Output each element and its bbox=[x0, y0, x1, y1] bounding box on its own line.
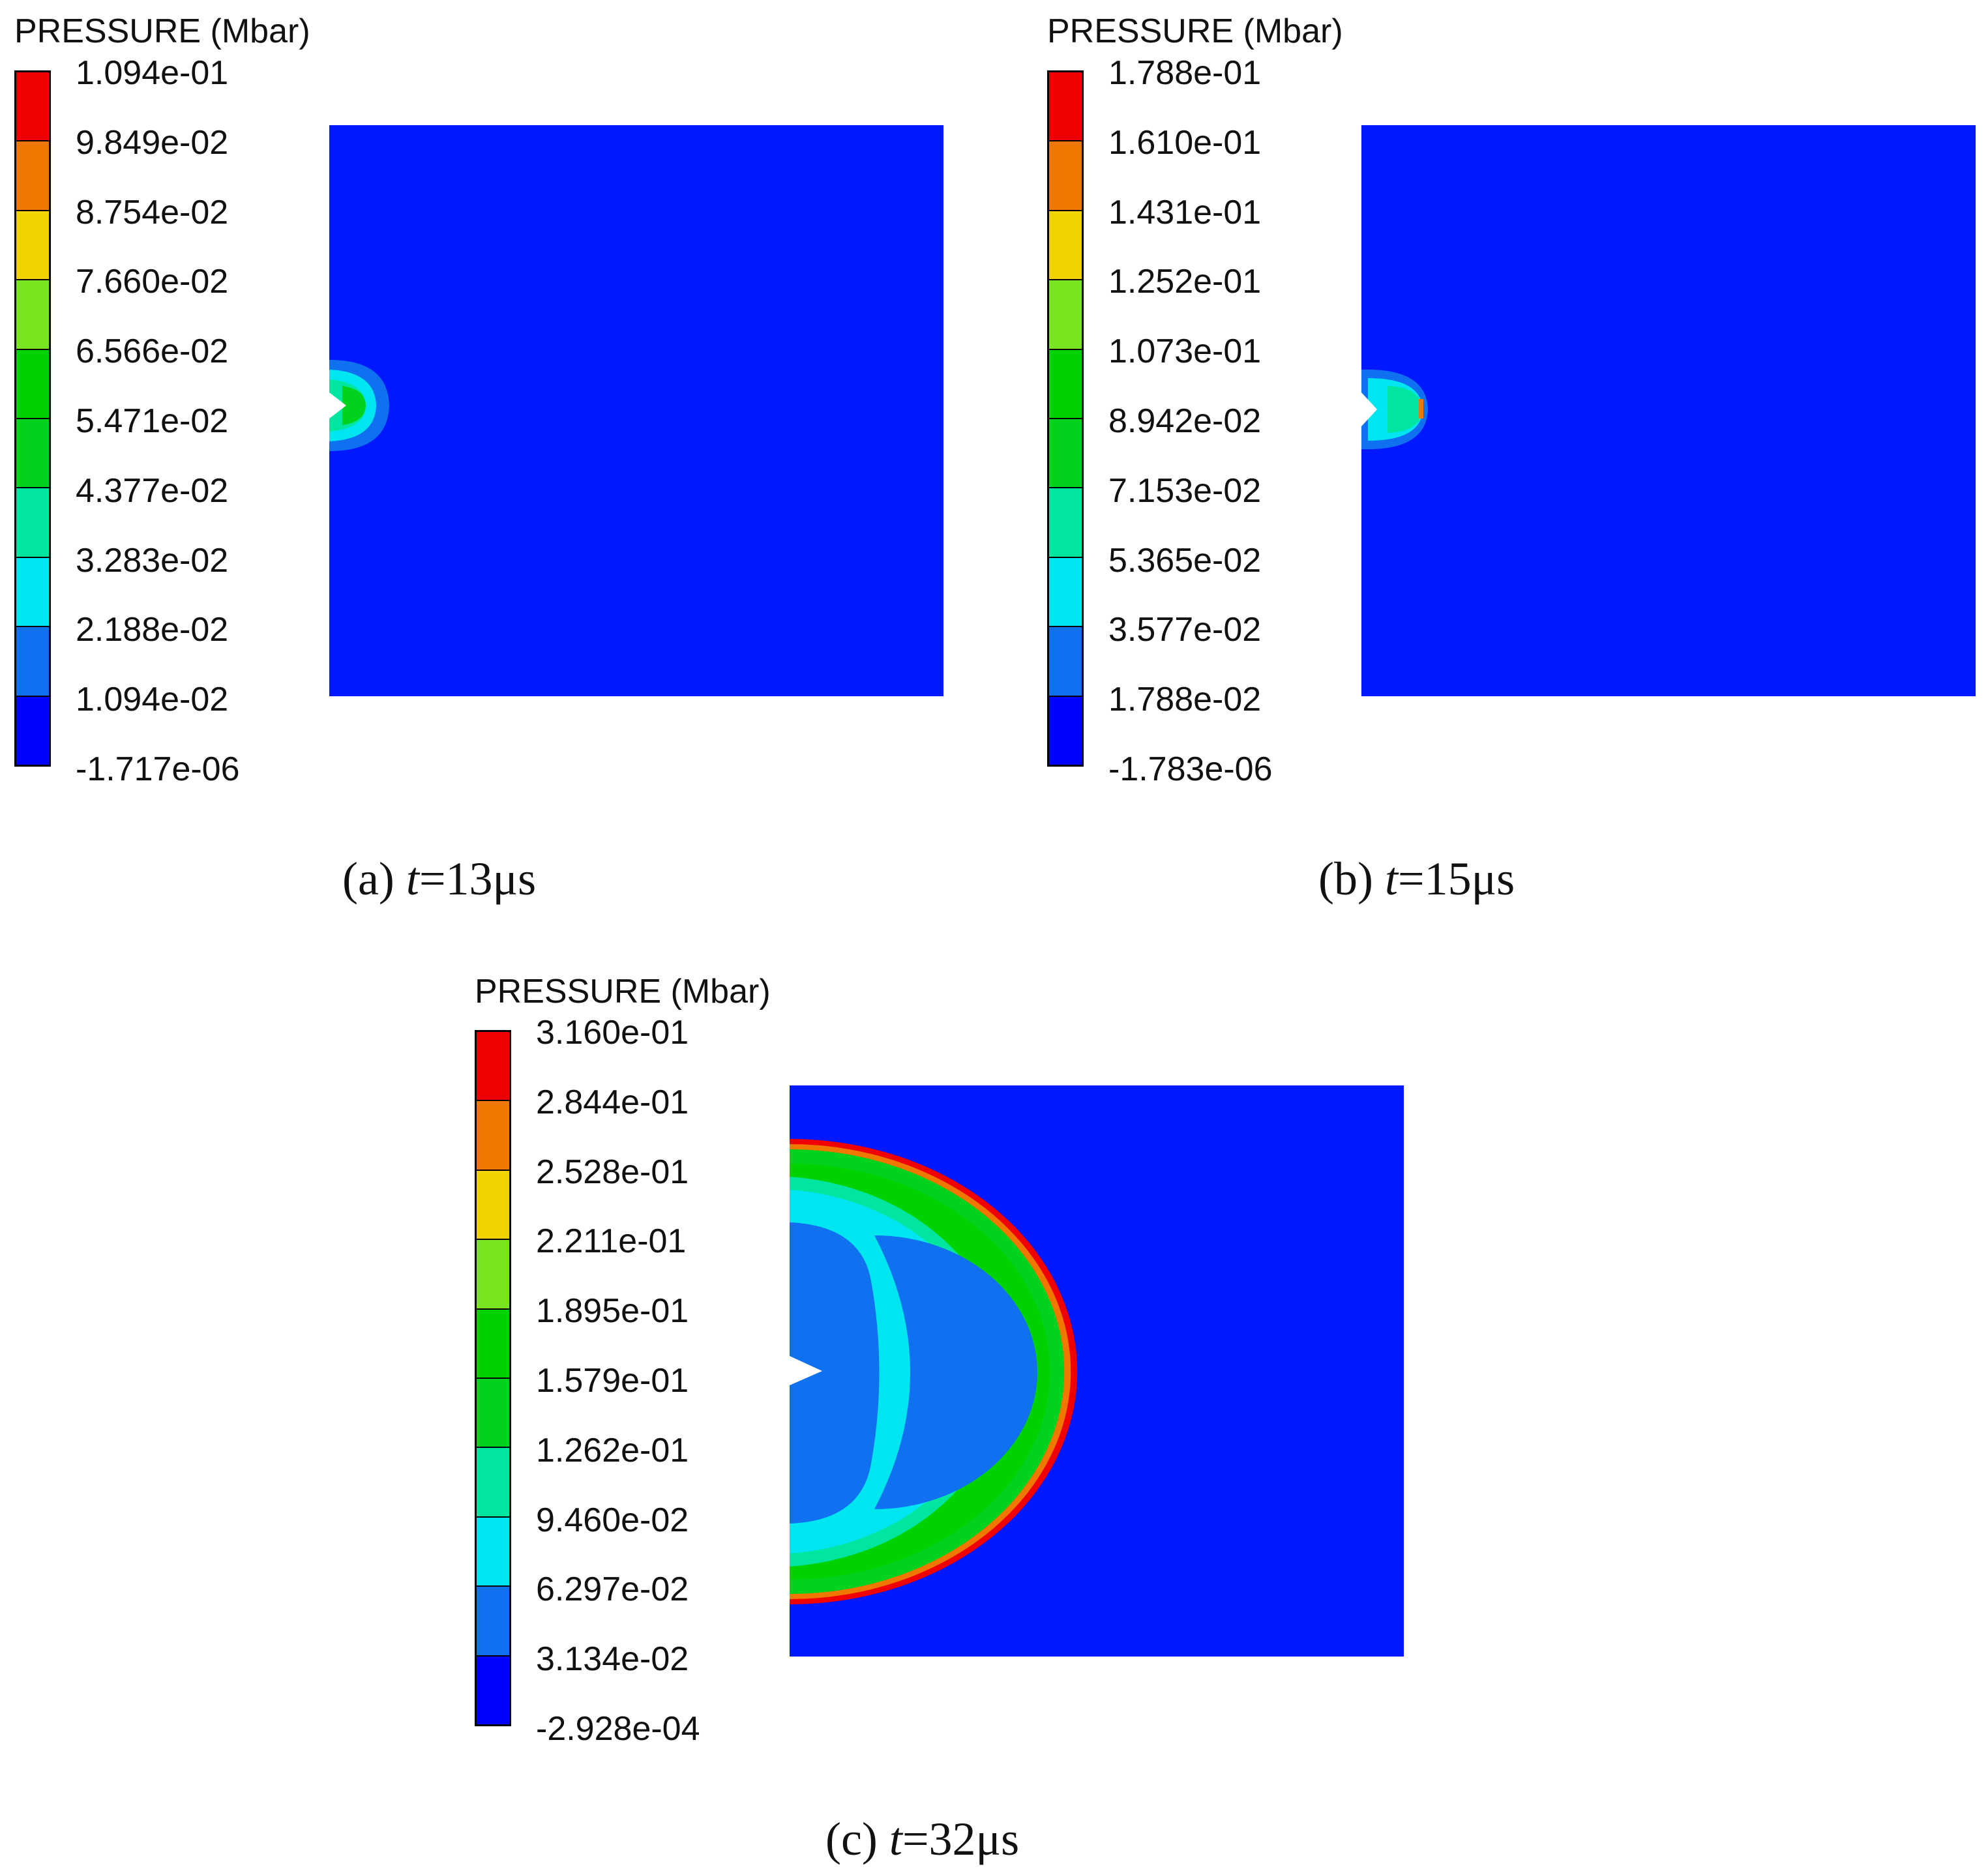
pressure-field-plot bbox=[1361, 125, 1976, 696]
colorbar-band bbox=[1049, 488, 1082, 558]
colorbar-band bbox=[16, 627, 49, 697]
colorbar bbox=[475, 1030, 511, 1726]
colorbar-band bbox=[477, 1448, 509, 1518]
colorbar-band bbox=[1049, 419, 1082, 489]
colorbar-band bbox=[16, 419, 49, 489]
colorbar-tick-label: 1.788e-02 bbox=[1108, 681, 1262, 719]
colorbar-tick-label: 5.471e-02 bbox=[76, 402, 229, 440]
pressure-field-plot bbox=[329, 125, 943, 696]
colorbar-band bbox=[1049, 696, 1082, 765]
pressure-field-plot bbox=[790, 1085, 1404, 1657]
colorbar-tick-label: -1.717e-06 bbox=[76, 750, 240, 788]
colorbar-band bbox=[1049, 627, 1082, 697]
caption-prefix: (c) bbox=[825, 1813, 889, 1865]
caption-prefix: (b) bbox=[1318, 853, 1385, 905]
colorbar-tick-label: 1.252e-01 bbox=[1108, 263, 1262, 301]
colorbar-band bbox=[16, 696, 49, 765]
colorbar-tick-label: 1.610e-01 bbox=[1108, 123, 1262, 162]
colorbar-tick-label: 3.134e-02 bbox=[536, 1640, 689, 1679]
colorbar-tick-label: 6.566e-02 bbox=[76, 332, 229, 371]
colorbar-band bbox=[477, 1032, 509, 1102]
colorbar-tick-label: 1.895e-01 bbox=[536, 1292, 689, 1331]
colorbar-tick-label: 4.377e-02 bbox=[76, 471, 229, 510]
colorbar bbox=[1047, 70, 1084, 767]
colorbar-tick-label: 8.942e-02 bbox=[1108, 402, 1262, 440]
colorbar-band bbox=[1049, 141, 1082, 211]
colorbar-tick-label: 9.849e-02 bbox=[76, 123, 229, 162]
colorbar-band bbox=[1049, 211, 1082, 281]
colorbar-band bbox=[1049, 557, 1082, 628]
colorbar-tick-label: 1.094e-02 bbox=[76, 681, 229, 719]
caption-variable: t bbox=[1384, 853, 1398, 905]
colorbar-band bbox=[16, 141, 49, 211]
colorbar-tick-label: 5.365e-02 bbox=[1108, 541, 1262, 580]
colorbar-band bbox=[477, 1170, 509, 1241]
colorbar-tick-label: 2.211e-01 bbox=[536, 1222, 687, 1261]
legend-title: PRESSURE (Mbar) bbox=[14, 12, 310, 50]
colorbar-tick-label: -1.783e-06 bbox=[1108, 750, 1273, 788]
colorbar bbox=[14, 70, 51, 767]
caption-prefix: (a) bbox=[342, 853, 406, 905]
colorbar-band bbox=[477, 1309, 509, 1379]
caption-variable: t bbox=[889, 1813, 902, 1865]
colorbar-tick-label: 7.660e-02 bbox=[76, 263, 229, 301]
colorbar-tick-label: 1.094e-01 bbox=[76, 54, 229, 92]
colorbar-tick-label: 8.754e-02 bbox=[76, 193, 229, 231]
colorbar-band bbox=[477, 1587, 509, 1657]
colorbar-band bbox=[477, 1240, 509, 1310]
colorbar-tick-label: 1.579e-01 bbox=[536, 1362, 689, 1400]
caption-value: =15μs bbox=[1397, 853, 1515, 905]
colorbar-tick-label: 3.283e-02 bbox=[76, 541, 229, 580]
colorbar-band bbox=[477, 1517, 509, 1587]
legend-title: PRESSURE (Mbar) bbox=[475, 973, 771, 1010]
caption-value: =32μs bbox=[902, 1813, 1020, 1865]
colorbar-tick-label: 1.788e-01 bbox=[1108, 54, 1262, 92]
caption-variable: t bbox=[406, 853, 419, 905]
colorbar-band bbox=[477, 1379, 509, 1449]
colorbar-tick-label: -2.928e-04 bbox=[536, 1710, 700, 1748]
colorbar-band bbox=[16, 280, 49, 350]
colorbar-band bbox=[1049, 349, 1082, 420]
colorbar-tick-label: 3.160e-01 bbox=[536, 1014, 689, 1052]
colorbar-tick-label: 1.262e-01 bbox=[536, 1431, 689, 1469]
colorbar-tick-label: 6.297e-02 bbox=[536, 1570, 689, 1609]
legend-title: PRESSURE (Mbar) bbox=[1047, 12, 1343, 50]
caption-value: =13μs bbox=[419, 853, 537, 905]
colorbar-tick-label: 7.153e-02 bbox=[1108, 471, 1262, 510]
colorbar-tick-label: 2.528e-01 bbox=[536, 1153, 689, 1191]
caption: (a) t=13μs bbox=[342, 855, 536, 902]
colorbar-tick-label: 2.188e-02 bbox=[76, 611, 229, 649]
colorbar-tick-label: 3.577e-02 bbox=[1108, 611, 1262, 649]
colorbar-band bbox=[477, 1101, 509, 1171]
colorbar-band bbox=[16, 557, 49, 628]
colorbar-band bbox=[16, 349, 49, 420]
colorbar-band bbox=[16, 488, 49, 558]
colorbar-tick-label: 1.073e-01 bbox=[1108, 332, 1262, 371]
colorbar-band bbox=[1049, 72, 1082, 142]
colorbar-tick-label: 9.460e-02 bbox=[536, 1501, 689, 1539]
caption: (b) t=15μs bbox=[1318, 855, 1515, 902]
caption: (c) t=32μs bbox=[825, 1816, 1019, 1863]
colorbar-tick-label: 1.431e-01 bbox=[1108, 193, 1262, 231]
colorbar-band bbox=[16, 72, 49, 142]
colorbar-band bbox=[16, 211, 49, 281]
colorbar-band bbox=[477, 1656, 509, 1725]
colorbar-tick-label: 2.844e-01 bbox=[536, 1083, 689, 1121]
colorbar-band bbox=[1049, 280, 1082, 350]
